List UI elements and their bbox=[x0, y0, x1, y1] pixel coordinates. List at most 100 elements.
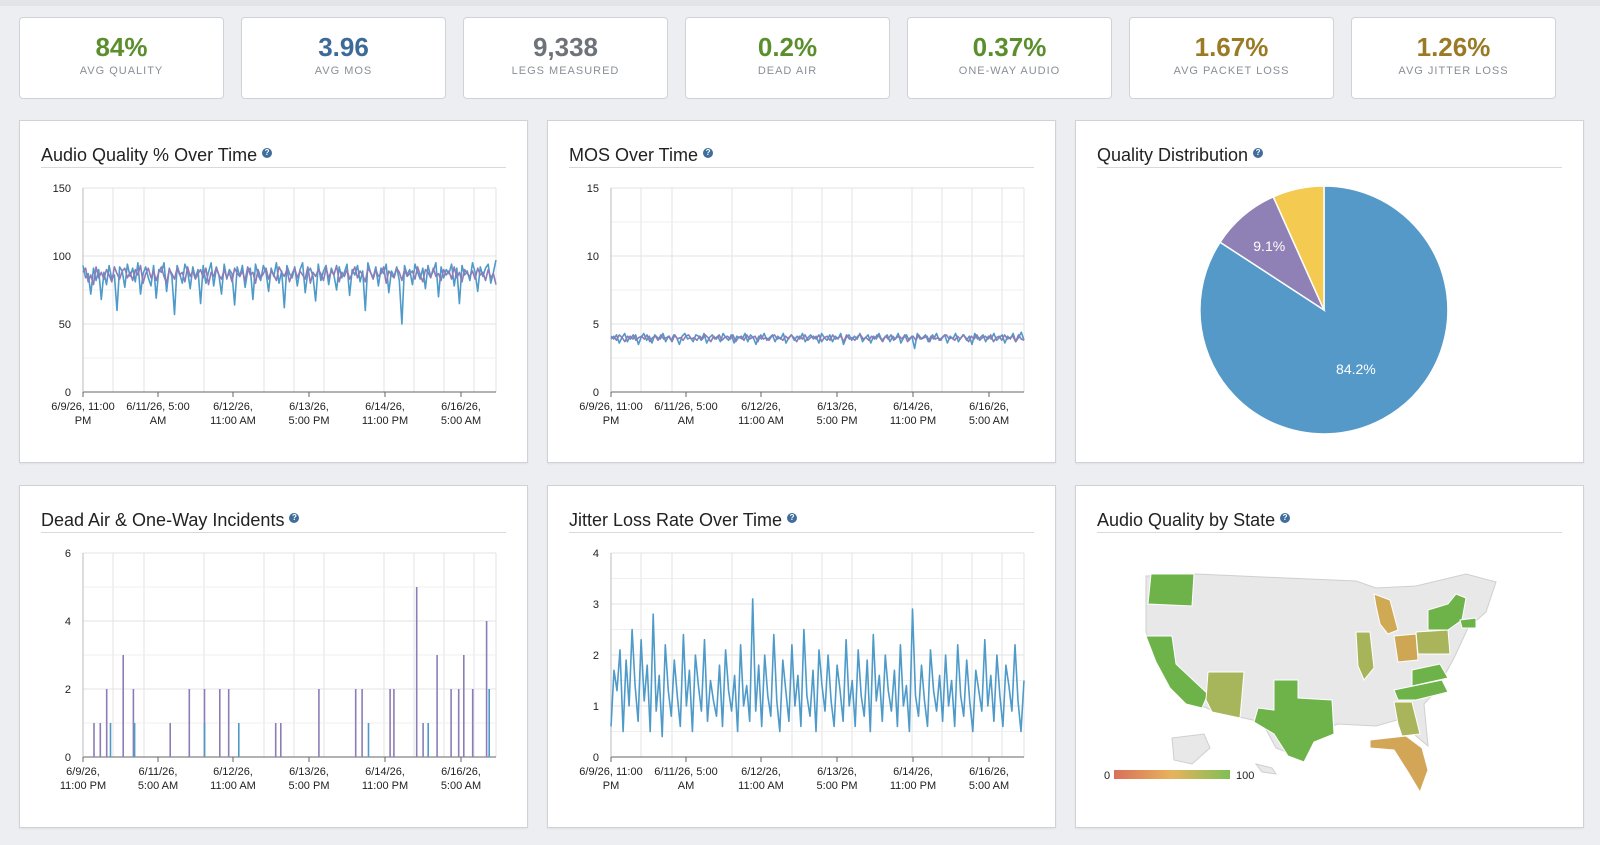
panel-title-text: Quality Distribution bbox=[1097, 145, 1249, 165]
incident-bar bbox=[122, 655, 124, 757]
incident-bar bbox=[274, 723, 277, 757]
series-line bbox=[610, 598, 1025, 738]
series-line bbox=[82, 264, 497, 286]
x-tick-label: AM bbox=[678, 780, 695, 792]
x-tick-label: PM bbox=[603, 780, 620, 792]
x-tick-label: 11:00 AM bbox=[210, 780, 256, 792]
incidents-chart: 0 2 4 6 6/9/26, 11:00 PM 6/11/26, 5:00 AM 6/12/2… bbox=[60, 548, 497, 792]
kpi-avg-mos: 3.96 AVG MOS bbox=[241, 17, 446, 99]
incident-bar bbox=[318, 689, 320, 757]
incident-bar bbox=[415, 587, 418, 757]
y-tick-label: 0 bbox=[65, 387, 71, 399]
legend-min-label: 0 bbox=[1104, 770, 1110, 782]
audio-quality-chart: 0 50 100 150 6/9/26, 11:00 PM 6/11/26, 5:00 AM 6… bbox=[51, 183, 497, 427]
incident-bar bbox=[485, 621, 488, 757]
kpi-legs-measured: 9,338 LEGS MEASURED bbox=[463, 17, 668, 99]
incident-bar bbox=[488, 689, 490, 757]
state-shape bbox=[1393, 679, 1449, 701]
x-tick-label: 6/16/26, bbox=[969, 766, 1009, 778]
x-tick-label: 5:00 PM bbox=[817, 415, 858, 427]
x-tick-label: 5:00 AM bbox=[138, 780, 178, 792]
incident-bar bbox=[105, 689, 108, 757]
x-tick-label: 6/13/26, bbox=[289, 766, 329, 778]
x-tick-label: 6/9/26, 11:00 bbox=[579, 766, 642, 778]
panel-title-text: Dead Air & One-Way Incidents bbox=[41, 510, 285, 530]
incident-bar bbox=[280, 723, 282, 757]
x-tick-label: 6/12/26, bbox=[741, 401, 781, 413]
x-tick-label: 5:00 AM bbox=[969, 780, 1009, 792]
x-tick-label: 11:00 PM bbox=[362, 780, 408, 792]
quality-distribution-chart: 84.2% 9.1% bbox=[1199, 185, 1449, 435]
state-panel: Audio Quality by State? 0 100 bbox=[1075, 485, 1584, 828]
pie-slice-label: 84.2% bbox=[1336, 361, 1376, 377]
x-tick-label: 11:00 PM bbox=[890, 415, 936, 427]
kpi-label: AVG MOS bbox=[314, 65, 373, 77]
panel-title: MOS Over Time? bbox=[569, 145, 1034, 168]
help-icon[interactable]: ? bbox=[787, 513, 798, 523]
panel-title-text: Audio Quality by State bbox=[1097, 510, 1276, 530]
incident-bar bbox=[457, 689, 460, 757]
y-tick-label: 15 bbox=[587, 183, 599, 195]
series-line bbox=[82, 259, 497, 325]
kpi-avg-quality: 84% AVG QUALITY bbox=[19, 17, 224, 99]
x-tick-label: 6/14/26, bbox=[365, 766, 405, 778]
panel-title: Jitter Loss Rate Over Time? bbox=[569, 510, 1034, 533]
help-icon[interactable]: ? bbox=[703, 148, 714, 158]
x-tick-label: 6/14/26, bbox=[893, 401, 933, 413]
kpi-value: 0.2% bbox=[757, 32, 818, 62]
top-strip bbox=[0, 0, 1600, 6]
panel-title: Audio Quality by State? bbox=[1097, 510, 1562, 533]
x-tick-label: 6/13/26, bbox=[289, 401, 329, 413]
kpi-label: AVG JITTER LOSS bbox=[1398, 65, 1509, 77]
x-tick-label: 11:00 AM bbox=[738, 780, 784, 792]
x-tick-label: AM bbox=[678, 415, 695, 427]
incident-bar bbox=[238, 723, 240, 757]
incident-bar bbox=[367, 723, 370, 757]
y-tick-label: 4 bbox=[65, 616, 71, 628]
help-icon[interactable]: ? bbox=[289, 513, 300, 523]
kpi-value: 0.37% bbox=[972, 32, 1047, 62]
incident-bar bbox=[133, 723, 136, 757]
y-tick-label: 3 bbox=[593, 599, 599, 611]
x-tick-label: 5:00 PM bbox=[817, 780, 858, 792]
x-tick-label: 6/16/26, bbox=[969, 401, 1009, 413]
y-tick-label: 2 bbox=[593, 650, 599, 662]
panel-title-text: MOS Over Time bbox=[569, 145, 699, 165]
x-tick-label: 6/14/26, bbox=[365, 401, 405, 413]
mos-panel: MOS Over Time? 0 5 10 15 6/9/26, 11:00 PM 6/11… bbox=[547, 120, 1056, 463]
x-tick-label: 5:00 PM bbox=[289, 415, 330, 427]
kpi-value: 9,338 bbox=[532, 32, 599, 62]
panel-title: Quality Distribution? bbox=[1097, 145, 1562, 168]
x-tick-label: 11:00 PM bbox=[890, 780, 936, 792]
help-icon[interactable]: ? bbox=[1280, 513, 1291, 523]
state-shape bbox=[1355, 631, 1375, 681]
incident-bar bbox=[471, 689, 474, 757]
state-shape bbox=[1147, 573, 1195, 607]
state-shape bbox=[1459, 617, 1477, 629]
kpi-label: AVG PACKET LOSS bbox=[1173, 65, 1290, 77]
jitter-chart: 0 1 2 3 4 6/9/26, 11:00 PM 6/11/26, 5:00 AM 6/12/… bbox=[579, 548, 1025, 792]
x-tick-label: 11:00 PM bbox=[362, 415, 408, 427]
help-icon[interactable]: ? bbox=[1253, 148, 1264, 158]
x-tick-label: 6/11/26, 5:00 bbox=[654, 401, 717, 413]
alaska-shape bbox=[1171, 733, 1211, 765]
x-tick-label: 6/16/26, bbox=[441, 401, 481, 413]
mos-chart: 0 5 10 15 6/9/26, 11:00 PM 6/11/26, 5:00 AM 6/12… bbox=[579, 183, 1025, 427]
hawaii-shape bbox=[1254, 763, 1278, 775]
kpi-value: 1.26% bbox=[1416, 32, 1491, 62]
help-icon[interactable]: ? bbox=[262, 148, 273, 158]
kpi-avg-jitter-loss: 1.26% AVG JITTER LOSS bbox=[1351, 17, 1556, 99]
x-tick-label: 11:00 PM bbox=[60, 780, 106, 792]
y-tick-label: 4 bbox=[593, 548, 599, 560]
x-tick-label: 11:00 AM bbox=[738, 415, 784, 427]
y-tick-label: 10 bbox=[587, 251, 599, 263]
kpi-one-way-audio: 0.37% ONE-WAY AUDIO bbox=[907, 17, 1112, 99]
kpi-label: DEAD AIR bbox=[757, 65, 818, 77]
y-tick-label: 2 bbox=[65, 684, 71, 696]
y-tick-label: 0 bbox=[65, 752, 71, 764]
x-tick-label: 6/14/26, bbox=[893, 766, 933, 778]
x-tick-label: AM bbox=[150, 415, 167, 427]
y-tick-label: 100 bbox=[53, 251, 71, 263]
state-shape bbox=[1369, 735, 1429, 794]
state-shape bbox=[1393, 633, 1419, 663]
